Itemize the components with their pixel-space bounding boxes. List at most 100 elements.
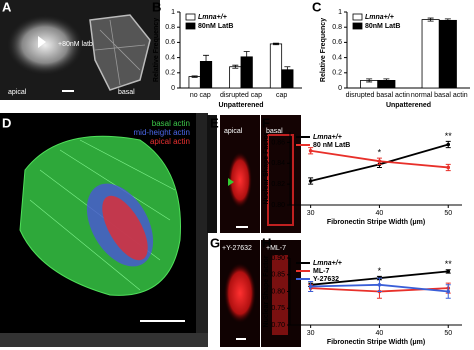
point	[377, 159, 382, 163]
legend-label: Lmna+/+	[313, 134, 342, 141]
y-tick-label: 0.2	[165, 70, 175, 77]
y-tick-label: 0.85	[271, 272, 285, 279]
point	[308, 179, 313, 183]
y-axis-label: Nuclear Shape Factor	[263, 132, 270, 204]
x-tick-label: normal basal actin	[411, 92, 468, 99]
legend-swatch	[352, 13, 363, 21]
image-label: +ML-7	[266, 245, 286, 252]
panel-letter: B	[152, 0, 161, 14]
x-tick-label: 50	[444, 210, 452, 217]
y-tick-label: 0	[171, 85, 175, 92]
y-tick-label: 1	[171, 9, 175, 16]
error-bar	[203, 54, 210, 68]
error-bar	[427, 17, 434, 22]
annotation: **	[445, 131, 453, 141]
x-axis-label: Fibronectin Stripe Width (μm)	[327, 339, 425, 346]
point	[446, 165, 451, 170]
error-bar	[232, 64, 239, 69]
bar	[188, 76, 201, 89]
panel-g-image	[220, 240, 301, 347]
panel-letter: C	[312, 0, 322, 14]
error-bar	[191, 75, 198, 78]
point	[377, 283, 382, 287]
y-tick-label: 0.6	[332, 39, 342, 46]
y-tick-label: 0.75	[271, 305, 285, 312]
error-bar	[284, 66, 291, 74]
panel-letter: F	[262, 115, 270, 130]
y-tick-label: 0.70	[271, 322, 285, 329]
image-label: apical	[8, 89, 27, 96]
y-axis-label: Relative Frequency	[320, 18, 327, 82]
x-tick-label: disrupted basal actin	[346, 92, 410, 99]
panel-letter: G	[210, 235, 220, 250]
legend-label: 80 nM LatB	[313, 142, 350, 149]
panel-a-image	[0, 0, 160, 100]
y-tick-label: 0.6	[165, 39, 175, 46]
panel-letter: D	[2, 115, 11, 130]
error-bar	[444, 18, 451, 23]
panel-e-image	[207, 115, 301, 233]
legend-swatch	[185, 13, 196, 21]
legend-swatch	[185, 22, 196, 30]
y-tick-label: 0.4	[332, 54, 342, 61]
bar	[229, 66, 242, 89]
point	[446, 269, 451, 274]
y-tick-label: 0	[338, 85, 342, 92]
bar	[421, 19, 440, 89]
annotation: *	[378, 266, 382, 276]
legend-swatch	[352, 22, 363, 30]
bar	[438, 19, 457, 89]
legend-label: ML-7	[313, 268, 329, 275]
legend-label: mid-height actin	[134, 128, 190, 137]
point	[446, 142, 451, 147]
panel-letter: A	[2, 0, 12, 14]
error-bar	[272, 42, 279, 46]
y-tick-label: 0.82	[271, 181, 285, 188]
x-tick-label: cap	[276, 92, 287, 99]
legend-label: Lmna+/+	[365, 14, 394, 21]
image-label: basal	[266, 128, 283, 135]
legend-label: 80nM LatB	[365, 23, 400, 30]
x-axis-label: Unpatterened	[386, 102, 431, 109]
image-label: apical	[224, 128, 243, 135]
x-tick-label: 40	[376, 210, 384, 217]
annotation: *	[378, 147, 382, 157]
x-tick-label: no cap	[190, 92, 211, 99]
y-axis-label: Relative Frequency	[153, 18, 160, 82]
x-axis-label: Fibronectin Stripe Width (μm)	[327, 219, 425, 226]
y-tick-label: 0.90	[271, 255, 285, 262]
legend-label: Lmna+/+	[313, 260, 342, 267]
y-tick-label: 0.80	[271, 288, 285, 295]
error-bar	[383, 78, 390, 83]
y-tick-label: 0.8	[165, 24, 175, 31]
point	[308, 148, 313, 153]
y-tick-label: 1	[338, 9, 342, 16]
x-tick-label: 30	[307, 330, 315, 337]
point	[446, 289, 451, 294]
y-tick-label: 0.4	[165, 54, 175, 61]
panel-letter: H	[262, 235, 271, 250]
panel-d-image	[0, 113, 208, 347]
y-tick-label: 0.86	[271, 139, 285, 146]
annotation: **	[445, 259, 453, 269]
x-axis-label: Unpatterened	[218, 102, 263, 109]
treatment-label: +80nM latb	[58, 41, 93, 48]
legend-label: Lmna+/+	[198, 14, 227, 21]
x-tick-label: 40	[376, 330, 384, 337]
error-bar	[366, 78, 373, 83]
y-tick-label: 0.2	[332, 70, 342, 77]
legend-label: Y-27632	[313, 276, 339, 283]
panel-letter: E	[210, 115, 219, 130]
point	[308, 284, 313, 289]
error-bar	[243, 51, 250, 63]
x-tick-label: disrupted cap	[220, 92, 262, 99]
x-tick-label: 50	[444, 330, 452, 337]
legend-label: 80nM LatB	[198, 23, 233, 30]
y-tick-label: 0.84	[271, 160, 285, 167]
bar	[269, 43, 283, 89]
y-axis-label: Nuclear Shape Factor	[263, 255, 270, 327]
legend-label: basal actin	[152, 119, 190, 128]
image-label: +Y-27632	[222, 245, 252, 252]
x-tick-label: 30	[307, 210, 315, 217]
